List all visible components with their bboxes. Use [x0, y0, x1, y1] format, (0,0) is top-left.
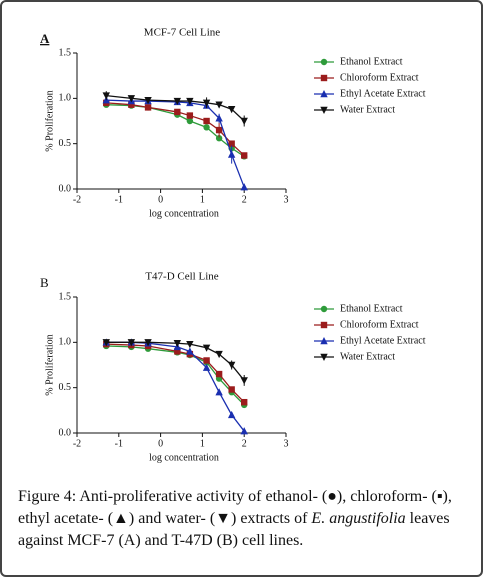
- marker: [144, 104, 152, 111]
- marker: [127, 339, 136, 347]
- marker: [203, 124, 210, 131]
- marker: [203, 117, 210, 125]
- x-axis-label: log concentration: [149, 452, 219, 463]
- marker: [241, 398, 248, 406]
- marker: [102, 92, 110, 100]
- y-tick-label: 0.5: [59, 138, 72, 149]
- marker: [215, 350, 223, 359]
- y-axis-label: % Proliferation: [44, 334, 55, 395]
- marker: [240, 183, 248, 191]
- marker: [174, 348, 181, 355]
- marker: [186, 117, 194, 125]
- x-tick-label: 0: [158, 438, 163, 449]
- caption: Figure 4: Anti-proliferative activity of…: [18, 486, 470, 552]
- marker: [215, 135, 223, 142]
- marker: [186, 97, 194, 106]
- species-name: E. angustifolia: [311, 510, 406, 527]
- marker: [241, 152, 248, 159]
- caption-label: Figure 4:: [18, 488, 77, 505]
- marker: [102, 339, 110, 347]
- marker: [240, 117, 248, 125]
- charts: A MCF-7 Cell Line log concentration % Proli…: [40, 27, 426, 464]
- marker: [202, 99, 211, 107]
- marker: [215, 388, 223, 396]
- x-tick-label: 2: [242, 194, 247, 205]
- series-line: [106, 341, 245, 432]
- legend-marker: [320, 305, 328, 313]
- marker: [215, 370, 223, 378]
- x-tick-label: -1: [115, 438, 123, 449]
- legend-marker: [320, 90, 328, 98]
- x-tick-label: 1: [200, 194, 205, 205]
- x-tick-label: 0: [158, 194, 163, 205]
- marker: [202, 344, 211, 352]
- y-tick-label: 0.0: [59, 183, 72, 194]
- marker: [227, 150, 236, 158]
- x-tick-label: 1: [200, 438, 205, 449]
- legend-marker: [320, 321, 328, 329]
- marker: [228, 386, 235, 393]
- marker: [202, 363, 211, 371]
- marker: [174, 108, 181, 116]
- x-tick-label: -2: [73, 194, 81, 205]
- y-tick-label: 1.0: [59, 337, 72, 348]
- panel-label: A: [40, 31, 50, 46]
- marker: [173, 340, 182, 348]
- marker: [127, 95, 136, 103]
- marker: [240, 377, 248, 385]
- x-tick-label: 2: [242, 438, 247, 449]
- y-tick-label: 1.5: [59, 47, 72, 58]
- marker: [186, 112, 194, 119]
- y-axis-label: % Proliferation: [44, 90, 55, 151]
- marker: [186, 347, 194, 355]
- x-tick-label: -2: [73, 438, 81, 449]
- legend-label: Ethyl Acetate Extract: [340, 335, 426, 346]
- caption-text: leaves against MCF-7 (A) and T-47D (B) c…: [18, 510, 450, 549]
- marker: [228, 140, 235, 147]
- legend-label: Water Extract: [340, 351, 395, 362]
- caption-text: Anti-proliferative activity of ethanol- …: [18, 488, 452, 527]
- legend-label: Ethanol Extract: [340, 56, 403, 67]
- y-tick-label: 0.0: [59, 427, 72, 438]
- legend-marker: [320, 106, 328, 114]
- marker: [173, 97, 182, 106]
- y-tick-label: 1.0: [59, 93, 72, 104]
- marker: [203, 357, 210, 364]
- legend-label: Water Extract: [340, 104, 395, 115]
- x-tick-label: -1: [115, 194, 123, 205]
- marker: [240, 427, 248, 435]
- x-axis-label: log concentration: [149, 208, 219, 219]
- chart-title: MCF-7 Cell Line: [144, 27, 221, 39]
- legend-label: Chloroform Extract: [340, 72, 419, 83]
- series-line: [106, 345, 245, 406]
- marker: [215, 114, 223, 122]
- legend-label: Ethanol Extract: [340, 303, 403, 314]
- legend-marker: [320, 58, 328, 66]
- chart-title: T47-D Cell Line: [145, 271, 218, 283]
- marker: [215, 101, 223, 109]
- marker: [227, 361, 236, 369]
- legend-label: Ethyl Acetate Extract: [340, 88, 426, 99]
- legend-label: Chloroform Extract: [340, 319, 419, 330]
- marker: [128, 101, 135, 108]
- marker: [227, 106, 236, 114]
- marker: [144, 339, 152, 347]
- legend-marker: [320, 74, 328, 82]
- legend-marker: [320, 353, 328, 361]
- marker: [144, 96, 152, 105]
- y-tick-label: 1.5: [59, 291, 72, 302]
- x-tick-label: 3: [284, 438, 289, 449]
- marker: [215, 126, 223, 134]
- y-tick-label: 0.5: [59, 382, 72, 393]
- marker: [186, 340, 194, 349]
- panel-label: B: [40, 275, 49, 290]
- x-tick-label: 3: [284, 194, 289, 205]
- marker: [227, 410, 236, 419]
- legend-marker: [320, 337, 328, 345]
